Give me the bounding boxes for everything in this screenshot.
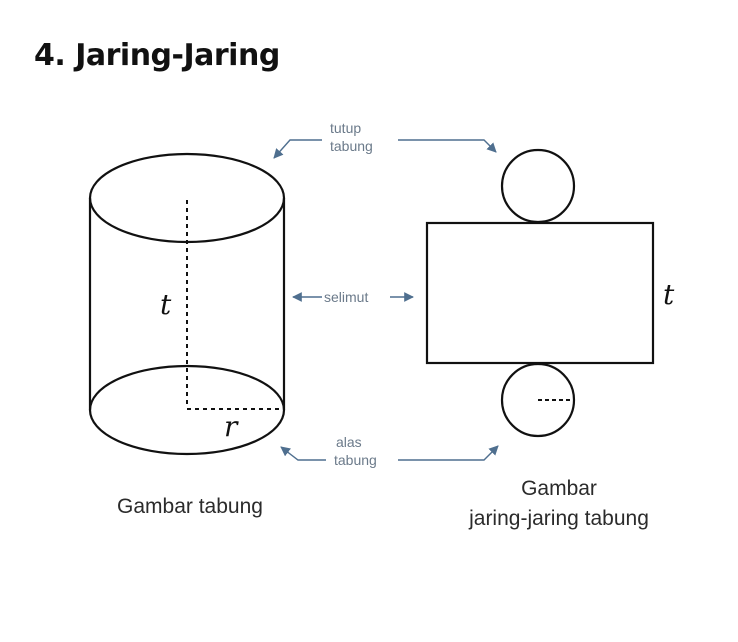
caption-net-line2: jaring-jaring tabung [468, 507, 649, 530]
label-radius: r [224, 410, 239, 443]
label-selimut: selimut [324, 289, 368, 305]
pointer-arrows [273, 139, 499, 461]
net-figure [425, 148, 655, 438]
label-tutup-line1: tutup [330, 120, 361, 136]
label-height-cylinder: t [160, 288, 172, 321]
label-tutup-line2: tabung [330, 138, 373, 154]
arrow-tutup-right [398, 139, 497, 153]
caption-net-line1: Gambar [521, 477, 597, 500]
caption-cylinder: Gambar tabung [117, 495, 263, 518]
arrow-tutup-left [273, 139, 322, 159]
label-alas-line1: alas [336, 434, 362, 450]
arrow-alas-left [280, 446, 326, 461]
net-top-circle [500, 148, 576, 224]
label-height-net: t [663, 278, 675, 311]
label-alas-line2: tabung [334, 452, 377, 468]
section-heading: 4. Jaring-Jaring [34, 38, 280, 73]
cylinder-top-ellipse [88, 152, 286, 244]
net-lateral-rectangle [425, 221, 655, 365]
arrow-alas-right [398, 445, 499, 461]
cylinder-figure [88, 152, 286, 456]
